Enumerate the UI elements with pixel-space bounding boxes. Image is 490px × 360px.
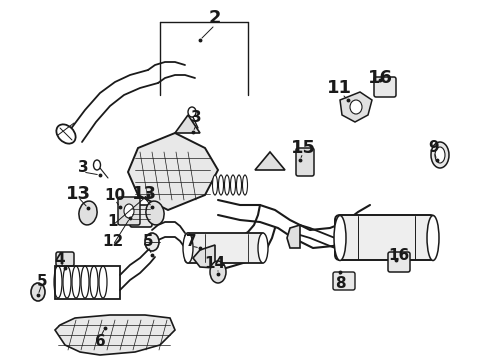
Polygon shape — [255, 152, 285, 170]
Ellipse shape — [230, 175, 236, 195]
Text: 11: 11 — [326, 79, 351, 97]
FancyBboxPatch shape — [185, 233, 265, 263]
Ellipse shape — [81, 266, 89, 298]
Ellipse shape — [145, 233, 159, 251]
Ellipse shape — [431, 142, 449, 168]
Ellipse shape — [94, 160, 100, 170]
Ellipse shape — [63, 266, 71, 298]
Text: 3: 3 — [191, 111, 201, 126]
Ellipse shape — [79, 201, 97, 225]
Polygon shape — [55, 315, 175, 355]
Polygon shape — [175, 115, 200, 133]
Text: 15: 15 — [291, 139, 316, 157]
Text: 1: 1 — [108, 215, 118, 230]
Text: 7: 7 — [186, 234, 196, 249]
Ellipse shape — [219, 175, 223, 195]
Ellipse shape — [435, 147, 445, 163]
Polygon shape — [193, 245, 215, 268]
Text: 2: 2 — [209, 9, 221, 27]
Ellipse shape — [210, 261, 226, 283]
Ellipse shape — [54, 266, 62, 298]
Ellipse shape — [31, 283, 45, 301]
Text: 13: 13 — [66, 185, 91, 203]
Text: 14: 14 — [204, 256, 225, 270]
FancyBboxPatch shape — [118, 197, 140, 225]
Text: 12: 12 — [102, 234, 123, 249]
Ellipse shape — [146, 201, 164, 225]
Ellipse shape — [124, 204, 134, 218]
Ellipse shape — [72, 266, 80, 298]
Ellipse shape — [258, 233, 268, 263]
FancyBboxPatch shape — [374, 77, 396, 97]
Text: 4: 4 — [55, 252, 65, 266]
Text: 10: 10 — [104, 189, 125, 203]
FancyBboxPatch shape — [333, 272, 355, 290]
Ellipse shape — [237, 175, 242, 195]
Polygon shape — [128, 133, 218, 210]
Ellipse shape — [427, 216, 439, 261]
Polygon shape — [340, 92, 372, 122]
Ellipse shape — [350, 100, 362, 114]
Text: 3: 3 — [78, 159, 88, 175]
Text: 9: 9 — [429, 140, 440, 156]
Text: 16: 16 — [389, 248, 410, 262]
FancyBboxPatch shape — [335, 215, 435, 260]
FancyBboxPatch shape — [130, 205, 152, 227]
Ellipse shape — [188, 107, 196, 117]
FancyBboxPatch shape — [56, 252, 74, 266]
FancyBboxPatch shape — [388, 252, 410, 272]
Polygon shape — [287, 225, 300, 248]
Text: 5: 5 — [143, 234, 153, 249]
FancyBboxPatch shape — [296, 148, 314, 176]
Ellipse shape — [243, 175, 247, 195]
Text: 6: 6 — [95, 334, 105, 350]
Text: 8: 8 — [335, 275, 345, 291]
Text: 16: 16 — [368, 69, 392, 87]
Text: 5: 5 — [37, 274, 48, 288]
Ellipse shape — [90, 266, 98, 298]
Text: 13: 13 — [131, 185, 156, 203]
Ellipse shape — [213, 175, 218, 195]
Ellipse shape — [56, 125, 75, 144]
Ellipse shape — [99, 266, 107, 298]
Ellipse shape — [334, 216, 346, 261]
Ellipse shape — [183, 233, 193, 263]
Ellipse shape — [224, 175, 229, 195]
